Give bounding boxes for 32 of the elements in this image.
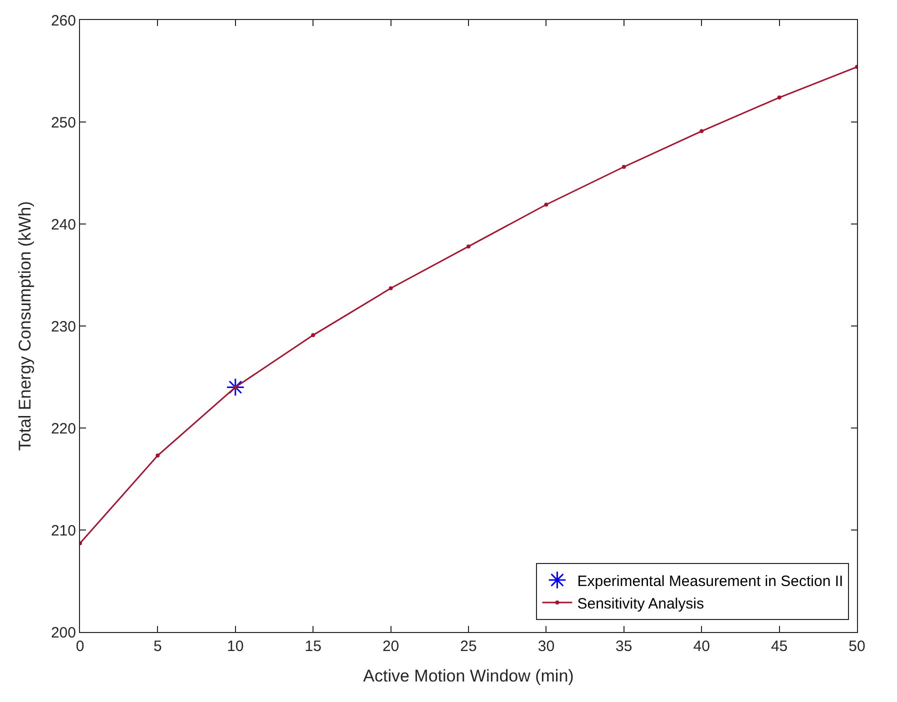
point bbox=[156, 454, 160, 458]
point bbox=[233, 385, 238, 390]
y-tick-label: 210 bbox=[50, 522, 76, 540]
y-tick-label: 240 bbox=[50, 216, 76, 234]
x-tick-label: 30 bbox=[538, 638, 555, 655]
x-tick-label: 25 bbox=[460, 638, 477, 655]
point bbox=[544, 202, 548, 207]
x-axis-title: Active Motion Window (min) bbox=[363, 666, 574, 686]
y-tick-label: 250 bbox=[50, 114, 76, 132]
point bbox=[466, 244, 470, 248]
x-tick-label: 0 bbox=[76, 638, 84, 655]
point bbox=[777, 96, 782, 100]
point bbox=[311, 333, 316, 338]
point bbox=[622, 164, 626, 169]
point bbox=[226, 378, 245, 396]
point bbox=[388, 286, 393, 290]
x-tick-label: 50 bbox=[848, 638, 866, 655]
y-tick-label: 260 bbox=[50, 12, 76, 30]
legend-label: Sensitivity Analysis bbox=[577, 595, 704, 612]
x-tick-label: 15 bbox=[304, 638, 322, 655]
x-tick-label: 35 bbox=[616, 638, 632, 655]
x-tick-label: 20 bbox=[382, 638, 400, 655]
x-tick-label: 10 bbox=[227, 638, 244, 655]
legend-label: Experimental Measurement in Section II bbox=[577, 572, 844, 590]
x-tick-label: 45 bbox=[770, 638, 788, 655]
point bbox=[700, 129, 704, 134]
y-tick-label: 230 bbox=[50, 318, 76, 336]
y-tick-label: 220 bbox=[50, 420, 76, 438]
y-axis-title: Total Energy Consumption (kWh) bbox=[16, 201, 35, 451]
x-tick-label: 40 bbox=[693, 638, 710, 655]
x-tick-label: 5 bbox=[154, 638, 162, 655]
y-tick-label: 200 bbox=[50, 624, 76, 642]
